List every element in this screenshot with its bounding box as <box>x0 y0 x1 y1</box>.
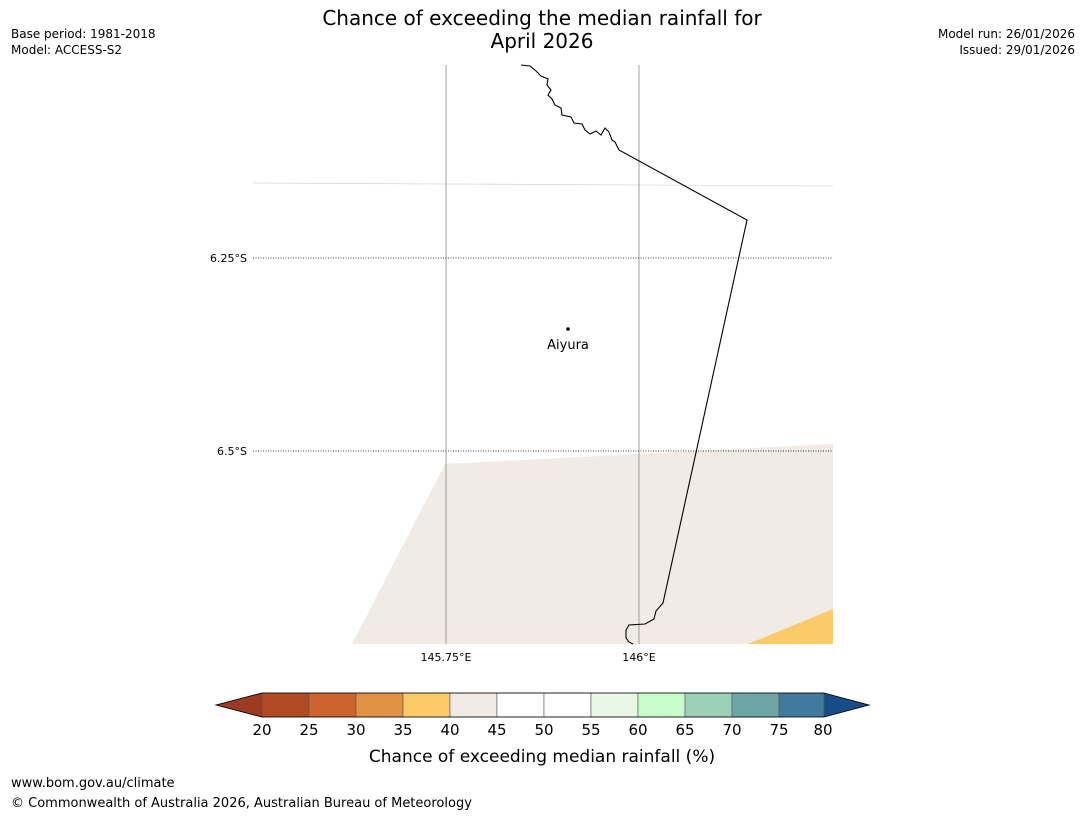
footer-copyright: © Commonwealth of Australia 2026, Austra… <box>11 796 472 811</box>
colorbar-band-25-30 <box>308 692 357 718</box>
town-label-aiyura: Aiyura <box>547 338 589 353</box>
colorbar-band-40-45 <box>449 692 498 718</box>
model-run-text: Model run: 26/01/2026 <box>937 27 1075 41</box>
colorbar-band-30-35 <box>355 692 404 718</box>
colorbar-tick-30: 30 <box>346 721 365 739</box>
map-area: Aiyura 6.25°S 6.5°S 145.75°E 146°E <box>210 64 834 664</box>
lon-label-145-75: 145.75°E <box>421 651 472 664</box>
colorbar-tick-70: 70 <box>722 721 741 739</box>
colorbar-tick-65: 65 <box>675 721 694 739</box>
colorbar-band-60-65 <box>637 692 686 718</box>
colorbar-outline <box>214 692 871 718</box>
issued-text: Issued: 29/01/2026 <box>959 43 1075 57</box>
town-marker-aiyura <box>566 327 570 331</box>
lon-label-146: 146°E <box>622 651 655 664</box>
model-text: Model: ACCESS-S2 <box>11 43 123 57</box>
colorbar-tick-75: 75 <box>769 721 788 739</box>
colorbar-legend: 20 25 30 35 40 45 50 55 60 65 70 75 80 C… <box>214 692 871 767</box>
lat-label-6-25: 6.25°S <box>210 252 247 265</box>
colorbar-tick-80: 80 <box>813 721 832 739</box>
colorbar-band-20-25 <box>261 692 310 718</box>
colorbar-extend-high <box>823 692 871 718</box>
metadata-right: Model run: 26/01/2026 Issued: 29/01/2026 <box>938 26 1075 58</box>
lat-label-6-5: 6.5°S <box>217 445 247 458</box>
colorbar-tick-25: 25 <box>299 721 318 739</box>
page-title: Chance of exceeding the median rainfall … <box>242 7 842 53</box>
colorbar-band-75-80 <box>778 692 825 718</box>
colorbar-tick-45: 45 <box>487 721 506 739</box>
colorbar-extend-low <box>214 692 263 718</box>
colorbar-tick-40: 40 <box>440 721 459 739</box>
footer-url: www.bom.gov.au/climate <box>11 776 175 791</box>
colorbar-title: Chance of exceeding median rainfall (%) <box>369 747 715 767</box>
colorbar-tick-60: 60 <box>628 721 647 739</box>
forecast-fill-35-40 <box>748 609 833 644</box>
colorbar-band-55-60 <box>590 692 639 718</box>
colorbar-tick-50: 50 <box>534 721 553 739</box>
base-period-text: Base period: 1981-2018 <box>11 27 156 41</box>
colorbar-tick-55: 55 <box>581 721 600 739</box>
colorbar-tick-35: 35 <box>393 721 412 739</box>
colorbar-tick-20: 20 <box>252 721 271 739</box>
country-border <box>520 64 748 645</box>
colorbar-band-70-75 <box>731 692 780 718</box>
title-line-2: April 2026 <box>490 29 594 53</box>
title-line-1: Chance of exceeding the median rainfall … <box>322 6 762 30</box>
colorbar-band-45-50 <box>496 692 545 718</box>
colorbar-band-65-70 <box>684 692 733 718</box>
colorbar-band-35-40 <box>402 692 451 718</box>
metadata-left: Base period: 1981-2018 Model: ACCESS-S2 <box>11 26 156 58</box>
colorbar-band-50-55 <box>543 692 592 718</box>
forecast-fill-40-45 <box>352 444 833 644</box>
footer: www.bom.gov.au/climate © Commonwealth of… <box>11 774 472 814</box>
map-domain-edge <box>252 182 834 187</box>
